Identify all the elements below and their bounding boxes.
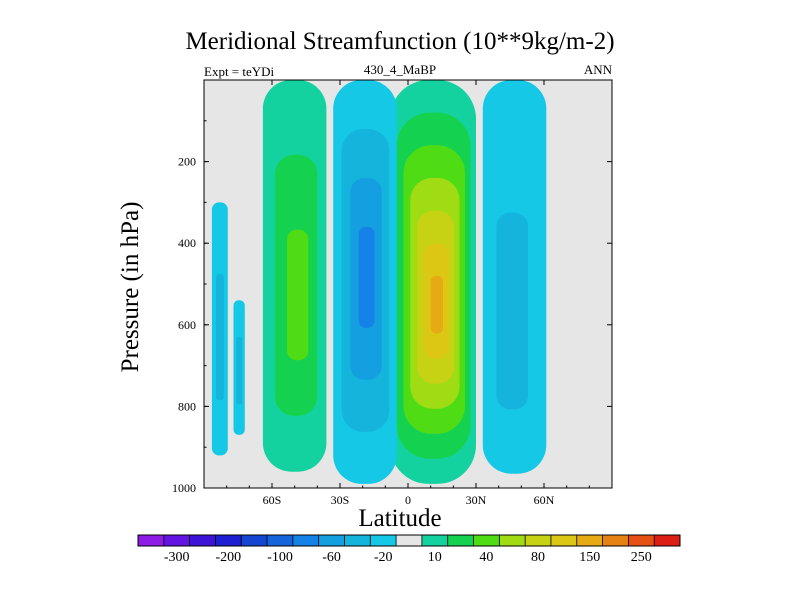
y-tick-label: 200 — [178, 155, 196, 169]
colorbar-label: -100 — [267, 550, 293, 565]
x-axis-label: Latitude — [358, 505, 442, 532]
colorbar-label: -60 — [322, 550, 341, 565]
season-label: ANN — [583, 62, 612, 77]
colorbar-swatch — [628, 535, 655, 546]
colorbar-swatch — [292, 535, 319, 546]
colorbar-swatch — [499, 535, 526, 546]
x-tick-label: 0 — [405, 493, 411, 507]
y-tick-label: 600 — [178, 318, 196, 332]
colorbar-swatch — [576, 535, 603, 546]
colorbar-label: 40 — [479, 550, 493, 565]
colorbar: -300 -200 -100 -60 -20 10 40 80 150 250 — [137, 534, 681, 565]
x-tick-label: 60S — [263, 493, 282, 507]
x-tick-label: 30S — [331, 493, 350, 507]
contour-band — [287, 229, 309, 361]
colorbar-swatch — [267, 535, 294, 546]
cell-sh-hadley — [333, 80, 397, 484]
colorbar-label: 10 — [428, 550, 442, 565]
cell-sh-ferrel — [262, 80, 327, 472]
colorbar-swatch — [473, 535, 500, 546]
colorbar-swatch — [318, 535, 345, 546]
colorbar-swatch — [447, 535, 474, 546]
colorbar-label: -300 — [164, 550, 190, 565]
chart-title: Meridional Streamfunction (10**9kg/m-2) — [185, 28, 615, 55]
cell-sh-polar-a — [211, 202, 228, 456]
colorbar-swatch — [215, 535, 242, 546]
colorbar-swatch — [421, 535, 449, 546]
colorbar-swatch — [396, 535, 423, 546]
x-tick-label: 30N — [466, 493, 487, 507]
colorbar-swatch — [138, 535, 165, 546]
colorbar-border — [137, 534, 681, 547]
run-label: 430_4_MaBP — [363, 62, 437, 77]
colorbar-label: 250 — [631, 550, 652, 565]
colorbar-swatch — [189, 535, 216, 546]
cell-nh-ferrel — [482, 80, 547, 474]
colorbar-swatch — [370, 535, 397, 546]
colorbar-swatch — [654, 535, 681, 546]
y-tick-label: 1000 — [172, 481, 196, 495]
colorbar-swatch — [550, 535, 578, 546]
contour-band — [236, 337, 242, 405]
colorbar-label: 80 — [531, 550, 545, 565]
colorbar-swatch — [163, 535, 190, 546]
contour-band — [215, 273, 224, 401]
colorbar-label: -200 — [215, 550, 241, 565]
cell-sh-polar-b — [233, 300, 245, 435]
contour-band — [430, 275, 443, 334]
contour-band — [358, 226, 375, 328]
streamfunction-field — [211, 80, 547, 484]
contour-band — [496, 212, 529, 410]
x-axis-ticks: 60S 30S 0 30N 60N — [203, 80, 613, 507]
y-axis-ticks: 200 400 600 800 1000 — [172, 79, 612, 495]
colorbar-swatch — [602, 535, 629, 546]
colorbar-label: -20 — [374, 550, 393, 565]
cell-nh-hadley — [389, 80, 476, 484]
y-tick-label: 400 — [178, 236, 196, 250]
x-tick-label: 60N — [534, 493, 555, 507]
colorbar-swatch — [344, 535, 371, 546]
experiment-label: Expt = teYDi — [204, 64, 275, 79]
colorbar-label: 150 — [579, 550, 600, 565]
colorbar-swatch — [525, 535, 552, 546]
colorbar-swatch — [241, 535, 268, 546]
y-tick-label: 800 — [178, 399, 196, 413]
